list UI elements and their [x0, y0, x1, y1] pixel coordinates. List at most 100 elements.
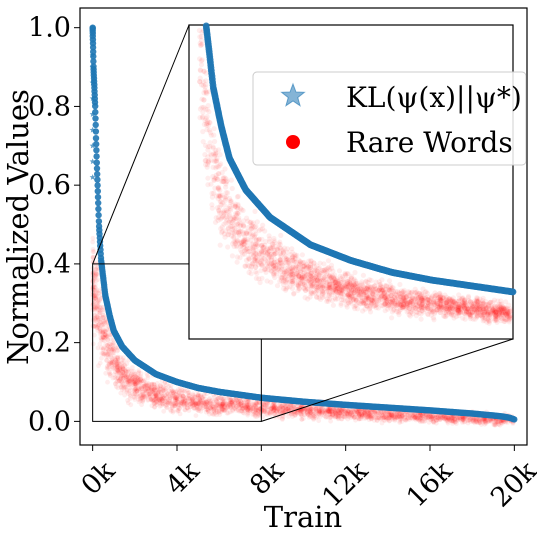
- rare-word-point: [203, 401, 209, 407]
- rare-word-point: [132, 381, 138, 387]
- rare-word-point: [193, 400, 198, 406]
- rare-word-point: [119, 379, 124, 385]
- rare-word-point: [111, 350, 117, 355]
- rare-word-point: [175, 402, 181, 408]
- rare-word-point: [483, 419, 488, 425]
- rare-word-point: [218, 405, 224, 411]
- rare-word-point: [449, 418, 455, 424]
- rare-word-point: [244, 399, 250, 405]
- rare-word-point: [386, 415, 392, 421]
- rare-word-point: [247, 408, 253, 414]
- rare-word-point: [357, 412, 362, 418]
- rare-word-point: [277, 402, 282, 408]
- rare-word-point: [268, 409, 274, 415]
- inset-rare-word-point: [278, 232, 284, 238]
- inset-rare-word-point: [336, 268, 343, 274]
- rare-word-point: [418, 415, 424, 421]
- inset-rare-word-point: [209, 194, 215, 200]
- rare-word-point: [460, 417, 466, 422]
- rare-word-point: [186, 395, 192, 401]
- rare-word-point: [151, 387, 157, 393]
- rare-word-point: [214, 412, 219, 418]
- rare-word-point: [200, 395, 206, 400]
- inset-rare-word-point: [213, 165, 219, 171]
- rare-word-point: [186, 396, 192, 401]
- rare-word-point: [97, 329, 103, 334]
- rare-word-point: [403, 418, 409, 423]
- rare-word-point: [271, 408, 276, 414]
- rare-word-point: [343, 414, 348, 420]
- rare-word-point: [466, 417, 471, 423]
- rare-word-point: [254, 400, 260, 406]
- rare-word-point: [90, 291, 96, 297]
- rare-word-point: [329, 411, 335, 417]
- rare-word-point: [219, 402, 225, 408]
- rare-word-point: [93, 297, 99, 302]
- rare-word-point: [418, 412, 424, 418]
- kl-point: [92, 115, 99, 122]
- rare-word-point: [467, 417, 473, 423]
- rare-word-point: [100, 312, 106, 317]
- rare-word-point: [219, 407, 225, 412]
- rare-word-point: [272, 403, 278, 409]
- rare-word-point: [339, 408, 345, 414]
- rare-word-point: [252, 413, 258, 419]
- rare-word-point: [211, 408, 217, 414]
- rare-word-point: [186, 408, 192, 413]
- rare-word-point: [93, 273, 98, 278]
- rare-word-point: [200, 405, 206, 410]
- rare-word-point: [254, 401, 260, 407]
- rare-word-point: [117, 361, 123, 367]
- rare-word-point: [209, 411, 215, 416]
- rare-word-point: [319, 412, 325, 418]
- rare-word-point: [265, 408, 271, 413]
- rare-word-point: [270, 402, 276, 408]
- rare-word-point: [229, 401, 235, 407]
- rare-word-point: [442, 416, 447, 421]
- rare-word-point: [93, 304, 98, 310]
- rare-word-point: [110, 356, 116, 362]
- rare-word-point: [102, 351, 107, 357]
- rare-word-point: [307, 406, 312, 412]
- rare-word-point: [147, 391, 152, 397]
- rare-word-point: [461, 417, 466, 423]
- rare-word-point: [134, 386, 139, 392]
- rare-word-point: [434, 417, 439, 423]
- inset-rare-word-point: [210, 173, 216, 180]
- rare-word-point: [166, 383, 172, 389]
- kl-point: [95, 205, 102, 213]
- rare-word-point: [379, 420, 385, 426]
- rare-word-point: [131, 395, 137, 401]
- rare-word-point: [309, 406, 314, 412]
- rare-word-point: [251, 411, 257, 417]
- inset-rare-word-point: [363, 278, 369, 284]
- rare-word-point: [191, 402, 197, 408]
- inset-rare-word-point: [229, 185, 235, 192]
- rare-word-point: [474, 419, 479, 425]
- kl-point: [92, 121, 99, 129]
- rare-word-point: [327, 408, 333, 413]
- rare-word-point: [181, 394, 187, 400]
- rare-word-point: [317, 408, 323, 413]
- inset-rare-word-point: [344, 304, 350, 310]
- rare-word-point: [133, 392, 139, 398]
- rare-word-point: [490, 417, 496, 423]
- rare-word-point: [262, 405, 267, 411]
- rare-word-point: [100, 329, 106, 335]
- rare-word-point: [98, 335, 104, 341]
- rare-word-point: [114, 363, 120, 369]
- rare-word-point: [220, 401, 226, 407]
- rare-word-point: [91, 287, 96, 292]
- rare-word-point: [337, 410, 343, 416]
- rare-word-point: [236, 402, 242, 408]
- rare-word-point: [92, 323, 98, 329]
- rare-word-point: [417, 418, 423, 424]
- rare-word-point: [379, 412, 385, 418]
- rare-word-point: [351, 415, 357, 421]
- rare-word-point: [193, 413, 199, 418]
- rare-word-point: [238, 400, 244, 406]
- inset-rare-word-point: [202, 142, 209, 149]
- rare-word-point: [135, 376, 141, 382]
- rare-word-point: [92, 316, 97, 322]
- rare-word-point: [122, 367, 128, 373]
